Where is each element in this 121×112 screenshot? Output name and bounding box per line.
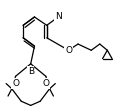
- Text: O: O: [12, 79, 19, 88]
- Text: N: N: [55, 13, 61, 22]
- Text: O: O: [42, 79, 49, 88]
- Text: O: O: [65, 46, 72, 55]
- Text: B: B: [28, 67, 34, 76]
